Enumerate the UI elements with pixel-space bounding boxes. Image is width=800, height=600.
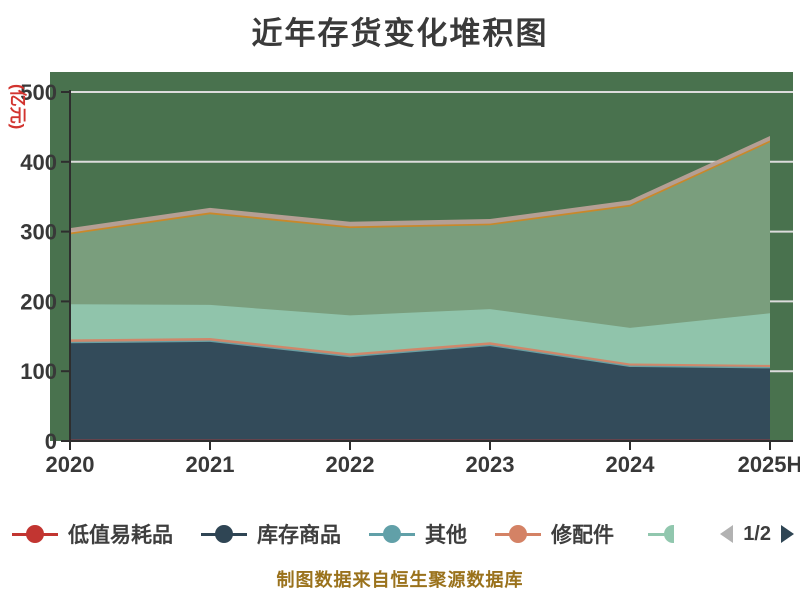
legend-item-label: 库存商品 <box>257 524 341 547</box>
legend-marker-icon <box>369 525 415 543</box>
x-tick-label-2022: 2022 <box>326 452 375 477</box>
legend-marker-icon <box>495 525 541 543</box>
legend-item-series-0[interactable]: 低值易耗品 <box>12 519 173 549</box>
legend-prev-page-arrow-icon[interactable] <box>720 525 734 543</box>
legend-marker-icon <box>201 525 247 543</box>
legend-item-label: 其他 <box>425 524 467 547</box>
y-axis-unit-label: (亿元) <box>8 84 27 130</box>
legend-pagination: 1/2 <box>720 523 794 546</box>
legend-item-series-1[interactable]: 库存商品 <box>201 519 341 549</box>
x-tick-label-2023: 2023 <box>466 452 515 477</box>
legend-marker-icon <box>12 525 58 543</box>
legend-page-indicator: 1/2 <box>743 522 771 545</box>
y-tick-label-0: 0 <box>45 429 57 454</box>
legend-item-series-2[interactable]: 其他 <box>369 519 467 549</box>
y-tick-label-400: 400 <box>20 150 57 175</box>
legend-item-partial-clipped-icon <box>648 525 674 543</box>
chart-title: 近年存货变化堆积图 <box>251 16 549 51</box>
x-tick-label-2024: 2024 <box>606 452 656 477</box>
data-source-note: 制图数据来自恒生聚源数据库 <box>276 570 524 590</box>
x-tick-label-2025H: 2025H <box>738 452 800 477</box>
x-tick-label-2020: 2020 <box>46 452 95 477</box>
legend-item-label: 低值易耗品 <box>68 524 173 547</box>
legend-item-series-3[interactable]: 修配件 <box>495 519 614 549</box>
legend-item-label: 修配件 <box>551 524 614 547</box>
y-tick-label-500: 500 <box>20 80 57 105</box>
legend: 低值易耗品 库存商品 其他 修配件 1/2 <box>0 516 800 552</box>
stacked-area-chart: 0 100 200 300 400 500 2020 2021 2022 2023 2024 2025… <box>20 72 800 477</box>
legend-next-page-arrow-icon[interactable] <box>781 525 794 543</box>
y-tick-label-200: 200 <box>20 289 57 314</box>
y-tick-label-100: 100 <box>20 359 57 384</box>
x-tick-label-2021: 2021 <box>186 452 235 477</box>
area-series-1 <box>70 341 770 441</box>
y-tick-label-300: 300 <box>20 220 57 245</box>
